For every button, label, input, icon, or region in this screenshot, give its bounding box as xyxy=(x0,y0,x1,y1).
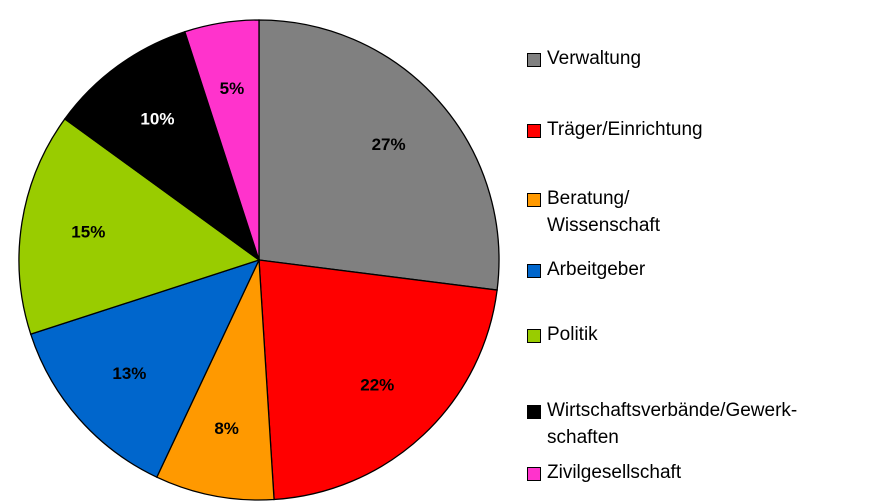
legend-item: Träger/Einrichtung xyxy=(527,119,703,143)
pie-slice xyxy=(258,259,498,501)
data-label: 5% xyxy=(220,79,245,98)
legend-swatch xyxy=(527,405,541,419)
legend-swatch xyxy=(527,467,541,481)
data-label: 15% xyxy=(71,222,105,241)
data-label: 8% xyxy=(214,419,239,438)
data-label: 13% xyxy=(112,364,146,383)
legend-item: Arbeitgeber xyxy=(527,259,645,283)
legend-label: Arbeitgeber xyxy=(547,259,646,280)
legend-label: Verwaltung xyxy=(547,48,642,69)
data-label: 27% xyxy=(372,135,406,154)
legend-item: Politik xyxy=(527,324,598,348)
pie-slice xyxy=(258,19,500,291)
legend-swatch xyxy=(527,124,541,138)
pie-slice xyxy=(29,258,261,479)
legend-item: Wirtschaftsverbände/Gewerk- schaften xyxy=(527,400,797,451)
pie-slice xyxy=(184,19,260,261)
legend-item: Verwaltung xyxy=(527,48,641,72)
legend-label: Wirtschaftsverbände/Gewerk- schaften xyxy=(547,400,798,448)
legend-label: Träger/Einrichtung xyxy=(547,119,703,140)
legend-label: Zivilgesellschaft xyxy=(547,462,682,483)
legend-swatch xyxy=(527,193,541,207)
data-label: 10% xyxy=(140,110,174,129)
legend-item: Zivilgesellschaft xyxy=(527,462,681,486)
data-label: 22% xyxy=(360,375,394,394)
legend-swatch xyxy=(527,264,541,278)
pie-slice xyxy=(155,259,275,501)
pie-slice xyxy=(18,118,261,335)
legend-swatch xyxy=(527,329,541,343)
legend-label: Politik xyxy=(547,324,598,345)
legend-swatch xyxy=(527,53,541,67)
pie: 27% 22% 8% 13% 15% 10% 5% xyxy=(18,19,500,501)
pie-slice xyxy=(63,30,261,262)
legend-label: Beratung/ Wissenschaft xyxy=(547,188,660,236)
legend-item: Beratung/ Wissenschaft xyxy=(527,188,660,239)
